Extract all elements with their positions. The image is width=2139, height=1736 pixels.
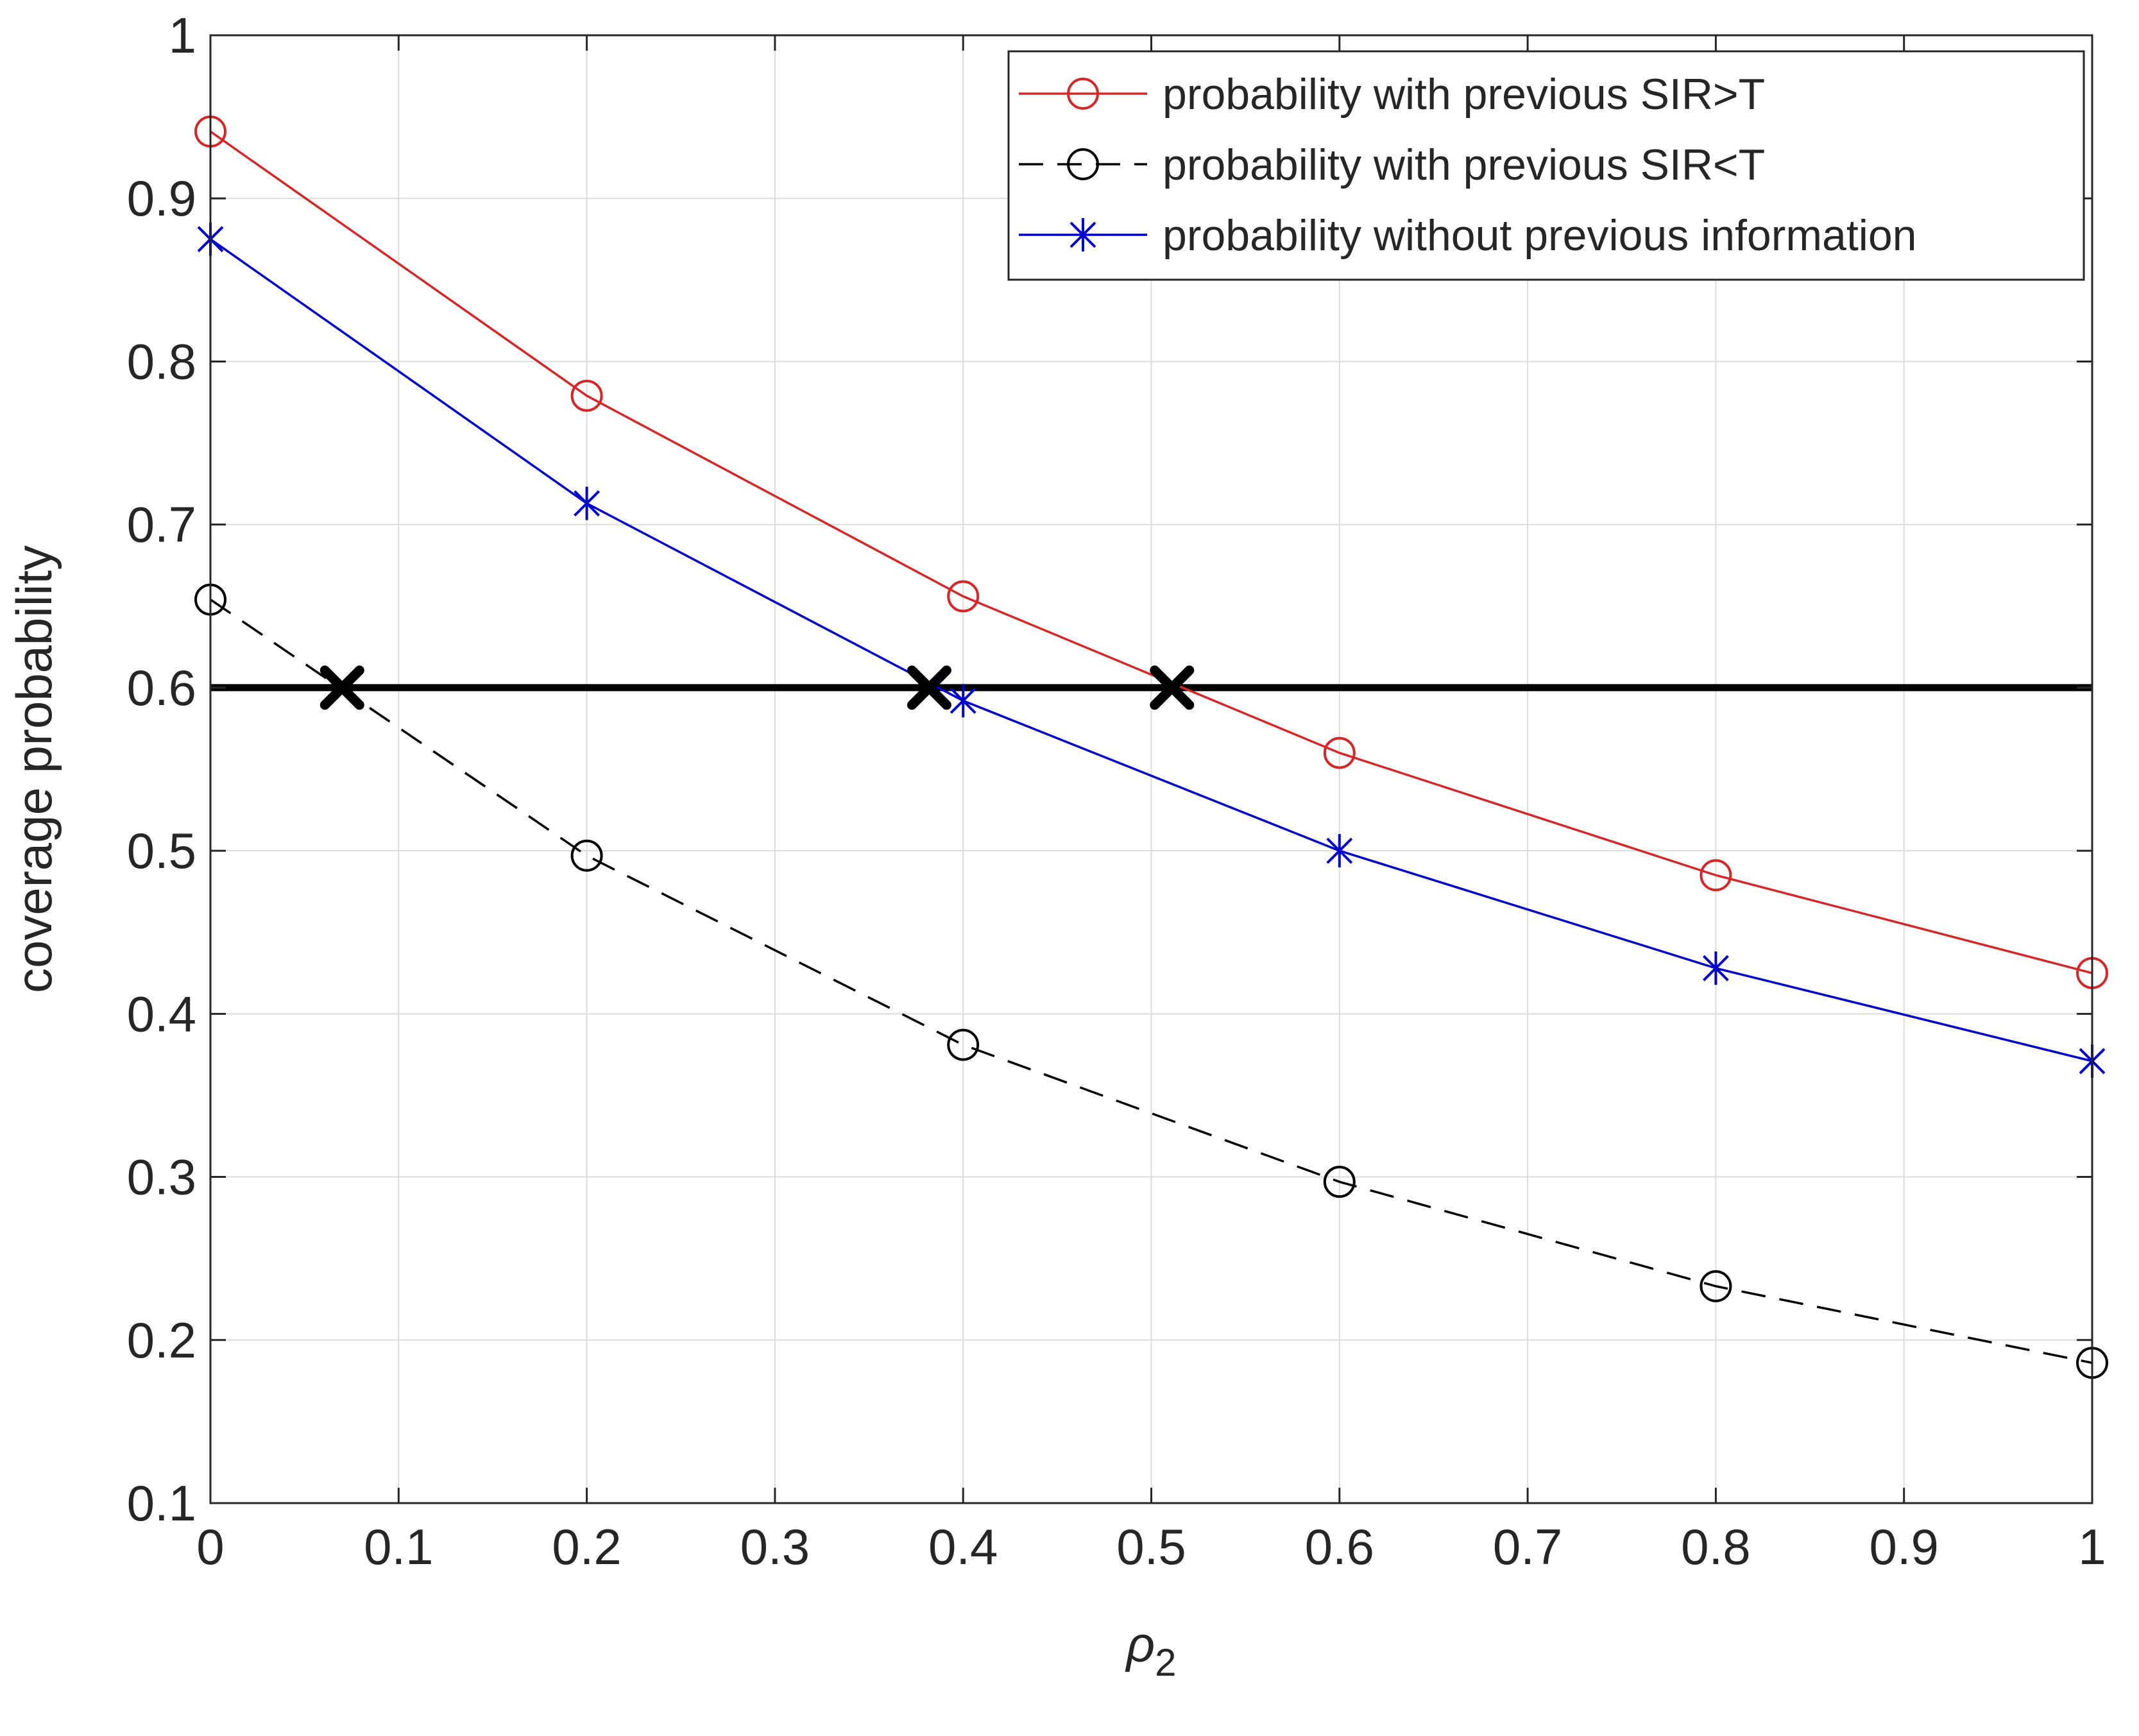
legend-item: probability with previous SIR>T [1019,70,1765,119]
intersection-stroke [1150,665,1195,710]
y-tick-label: 0.7 [127,497,196,553]
asterisk-stroke [1702,955,1729,982]
legend: probability with previous SIR>T probabili… [1007,50,2085,281]
asterisk-marker [950,684,976,718]
x-tick-label: 0 [196,1519,224,1575]
legend-label: probability without previous information [1163,211,1917,260]
x-tick-label: 0.3 [740,1519,810,1575]
y-tick-label: 0.5 [127,822,196,879]
circle-marker [570,379,603,412]
x-tick-label: 0.1 [364,1519,433,1575]
circle-marker [570,839,603,872]
y-tick-label: 0.1 [127,1475,196,1531]
circle-marker [947,1028,980,1061]
x-axis-title-symbol: ρ [1125,1616,1155,1672]
intersection-layer [320,665,1195,710]
y-tick-label: 0.6 [127,660,196,716]
circle-marker [1700,1270,1732,1302]
circle-marker [1067,148,1099,180]
x-tick-label: 0.9 [1869,1519,1938,1575]
intersection-marker [320,665,364,710]
circle-marker [1323,1166,1356,1198]
asterisk-marker [1070,218,1096,251]
legend-box [1007,50,2085,281]
x-tick-label: 0.6 [1305,1519,1374,1575]
y-tick-label: 0.9 [127,170,196,226]
x-axis-title-subscript: 2 [1155,1641,1176,1684]
legend-label: probability with previous SIR>T [1163,70,1765,119]
ticks [209,34,2093,1504]
x-tick-label: 1 [2078,1519,2106,1575]
asterisk-stroke [1070,221,1096,248]
asterisk-marker [1702,951,1729,985]
circle-marker [1700,859,1732,892]
tick-labels: 0 0.1 0.2 0.3 0.4 0.5 0.6 0.7 0.8 0.9 10.10.20.30.… [127,7,2106,1575]
y-tick-label: 0.3 [127,1149,196,1205]
x-tick-label: 0.4 [928,1519,998,1575]
intersection-stroke [907,665,951,710]
intersection-marker [1150,665,1195,710]
asterisk-stroke [574,490,601,517]
x-tick-label: 0.2 [552,1519,621,1575]
intersection-stroke [320,665,364,710]
x-tick-label: 0.7 [1493,1519,1562,1575]
series-3 [197,222,2106,1078]
series-line [209,238,2093,1062]
y-tick-label: 1 [169,7,196,64]
circle-marker [1067,78,1099,110]
legend-item: probability without previous information [1019,211,1917,260]
intersection-marker [907,665,951,710]
asterisk-stroke [1326,837,1353,864]
x-tick-label: 0.8 [1681,1519,1750,1575]
circle-marker [1323,736,1356,769]
legend-label: probability with previous SIR<T [1163,140,1765,189]
y-tick-label: 0.4 [127,985,196,1042]
x-tick-label: 0.5 [1116,1519,1186,1575]
y-tick-label: 0.8 [127,333,196,389]
circle-marker [947,580,980,613]
asterisk-marker [574,486,601,520]
y-axis-title: coverage probability [6,545,62,993]
y-tick-label: 0.2 [127,1312,196,1368]
asterisk-marker [1326,834,1353,868]
series-line [209,130,2093,974]
x-axis-title: ρ2 [1125,1616,1176,1684]
legend-item: probability with previous SIR<T [1019,140,1765,189]
asterisk-stroke [950,687,976,714]
